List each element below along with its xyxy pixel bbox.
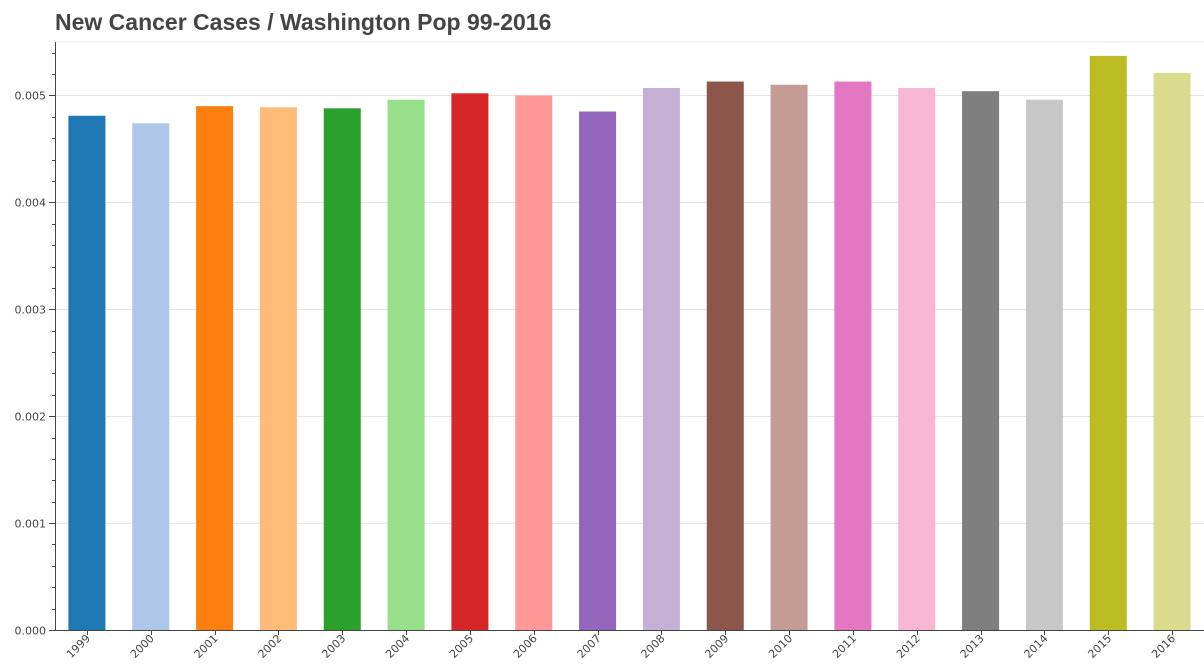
bar-1999 (68, 115, 106, 630)
y-tick-label: 0.005 (15, 90, 47, 103)
y-tick-labels: 0.000 0.001 0.002 0.003 0.004 0.005 (15, 90, 47, 638)
y-tick-label: 0.000 (15, 625, 47, 638)
bar-2008 (642, 87, 680, 631)
bar-2001 (196, 106, 234, 631)
x-tick-label: 2000 (128, 632, 157, 661)
bar-2003 (323, 108, 361, 631)
x-tick-label: 2009 (702, 632, 731, 661)
x-tick-label: 2012 (894, 632, 923, 661)
bar-2010 (770, 84, 808, 631)
x-tick-label: 2007 (575, 632, 604, 661)
chart-title: New Cancer Cases / Washington Pop 99-201… (55, 9, 552, 35)
bars (68, 55, 1191, 631)
x-tick-label: 2011 (830, 632, 859, 661)
bar-2016 (1153, 73, 1191, 630)
x-tick-label: 2013 (958, 632, 987, 661)
x-tick-label: 2005 (447, 632, 476, 661)
x-tick-label: 2015 (1085, 632, 1114, 661)
x-tick-label: 2014 (1022, 632, 1051, 661)
y-tick-label: 0.001 (15, 518, 47, 531)
grid-lines (55, 41, 1204, 524)
x-tick-label: 2016 (1149, 632, 1178, 661)
x-tick-labels: 1999 2000 2001 2002 2003 2004 2005 2006 2007 2008… (64, 632, 1178, 661)
bar-2014 (1025, 99, 1063, 631)
bar-2015 (1089, 55, 1127, 630)
bar-2013 (962, 91, 1000, 631)
bar-2002 (259, 107, 297, 631)
axes (49, 42, 1204, 635)
x-tick-label: 2002 (256, 632, 285, 661)
x-tick-label: 2010 (766, 632, 795, 661)
y-tick-label: 0.002 (15, 411, 47, 424)
bar-2006 (515, 95, 553, 631)
x-tick-label: 2003 (319, 632, 348, 661)
bar-2011 (834, 81, 872, 630)
bar-2000 (132, 123, 170, 630)
x-tick-label: 2001 (192, 632, 221, 661)
bar-2005 (451, 93, 489, 631)
bar-2007 (579, 111, 617, 630)
bar-2012 (898, 87, 936, 631)
x-tick-label: 1999 (64, 632, 93, 661)
x-tick-label: 2004 (383, 632, 412, 661)
y-tick-label: 0.003 (15, 304, 47, 317)
bar-2009 (706, 81, 744, 630)
y-tick-label: 0.004 (15, 197, 47, 210)
x-tick-label: 2006 (511, 632, 540, 661)
bar-2004 (387, 99, 425, 631)
x-tick-label: 2008 (639, 632, 668, 661)
